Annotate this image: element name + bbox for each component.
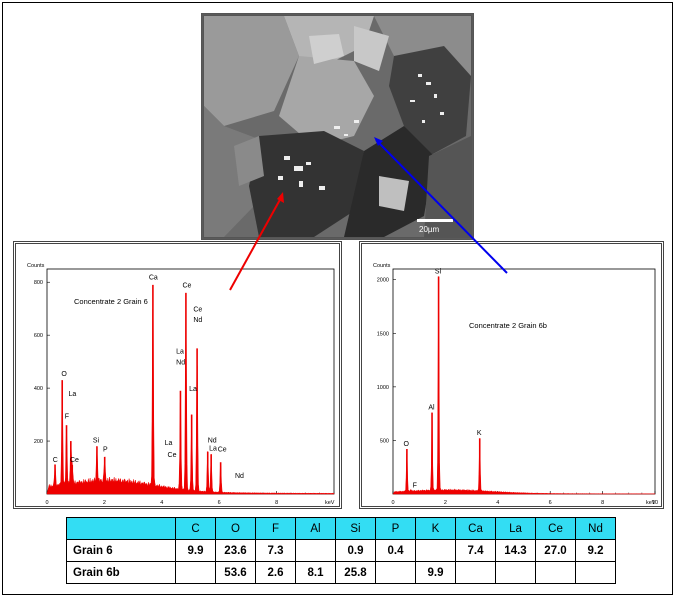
table-cell: 7.4 xyxy=(455,539,496,562)
y-tick-label: 800 xyxy=(34,280,43,286)
table-cell: 27.0 xyxy=(535,539,576,562)
x-tick-label: 2 xyxy=(444,500,447,506)
plot-area xyxy=(46,268,335,495)
row-label: Grain 6 xyxy=(66,539,176,562)
y-tick-label: 200 xyxy=(34,439,43,445)
y-tick-label: 1500 xyxy=(377,331,389,337)
table-cell: 9.2 xyxy=(575,539,616,562)
peak-label: Si xyxy=(93,437,100,444)
table-cell xyxy=(415,539,456,562)
spectrum-plot-grain6: Counts keV 200 400 600 800 0 2 4 6 8 C O La F Ce SiP Ca Ce… xyxy=(27,263,335,506)
peak-label: O xyxy=(61,371,67,378)
table-header-corner xyxy=(66,517,176,540)
peak-label: P xyxy=(103,447,108,454)
peak-label: La xyxy=(189,386,197,393)
x-tick-label: 4 xyxy=(160,500,163,506)
peak-label: Si xyxy=(435,268,442,275)
table-cell: 9.9 xyxy=(175,539,216,562)
peak-label: Nd xyxy=(193,317,202,324)
table-cell xyxy=(175,561,216,584)
table-cell: 7.3 xyxy=(255,539,296,562)
table-cell xyxy=(535,561,576,584)
peak-label: K xyxy=(477,430,482,437)
column-header-la: La xyxy=(495,517,536,540)
eds-spectrum-grain6: Counts keV 200 400 600 800 0 2 4 6 8 C O La F Ce Si P Ca Ce… xyxy=(13,241,342,509)
column-header-al: Al xyxy=(295,517,336,540)
scale-bar-label: 20µm xyxy=(419,225,440,234)
table-header-row: C O F Al Si P K Ca La Ce Nd xyxy=(66,517,616,540)
table-row: Grain 6 9.9 23.6 7.3 0.9 0.4 7.4 14.3 27.0 9.2 xyxy=(66,539,616,562)
peak-label: Nd xyxy=(235,473,244,480)
table-cell xyxy=(495,561,536,584)
y-tick-label: 2000 xyxy=(377,278,389,284)
x-tick-label: 10 xyxy=(652,500,658,506)
column-header-f: F xyxy=(255,517,296,540)
x-tick-label: 0 xyxy=(391,500,394,506)
spectrum-title: Concentrate 2 Grain 6b xyxy=(469,321,547,330)
row-label: Grain 6b xyxy=(66,561,176,584)
table-row: Grain 6b 53.6 2.6 8.1 25.8 9.9 xyxy=(66,561,616,584)
spectrum-plot-grain6b: Counts keV 500 1000 1500 2000 0 2 4 6 8 10 Si Al K O F Co… xyxy=(373,263,658,506)
peak-label: Ce xyxy=(182,283,191,290)
peak-label: F xyxy=(413,483,417,490)
peak-label: La xyxy=(209,445,217,452)
y-tick-label: 1000 xyxy=(377,385,389,391)
x-tick-label: 8 xyxy=(601,500,604,506)
peak-label: Ca xyxy=(149,275,158,282)
peak-label: Nd xyxy=(208,437,217,444)
x-axis-label: keV xyxy=(646,500,656,506)
peak-label: Al xyxy=(428,404,435,411)
table-cell: 0.9 xyxy=(335,539,376,562)
column-header-c: C xyxy=(175,517,216,540)
peak-label: Ce xyxy=(168,452,177,459)
table-cell: 53.6 xyxy=(215,561,256,584)
x-tick-label: 8 xyxy=(275,500,278,506)
column-header-k: K xyxy=(415,517,456,540)
peak-label: Ce xyxy=(218,447,227,454)
column-header-si: Si xyxy=(335,517,376,540)
table-cell: 2.6 xyxy=(255,561,296,584)
column-header-p: P xyxy=(375,517,416,540)
table-cell xyxy=(375,561,416,584)
peak-label: Ce xyxy=(193,306,202,313)
table-cell xyxy=(575,561,616,584)
peak-label: Nd xyxy=(176,359,185,366)
eds-spectrum-grain6b: Counts keV 500 1000 1500 2000 0 2 4 6 8 10 Si Al K O F Co… xyxy=(359,241,664,509)
table-cell xyxy=(295,539,336,562)
table-cell xyxy=(455,561,496,584)
y-tick-label: 400 xyxy=(34,386,43,392)
composition-table: C O F Al Si P K Ca La Ce Nd Grain 6 9.9 23.6 7.3 0.9 0.… xyxy=(66,517,616,584)
y-tick-label: 600 xyxy=(34,333,43,339)
x-axis-label: keV xyxy=(325,500,335,506)
peak-label: Ce xyxy=(70,457,79,464)
table-cell: 23.6 xyxy=(215,539,256,562)
table-cell: 8.1 xyxy=(295,561,336,584)
sem-micrograph: 20µm xyxy=(201,13,474,240)
peak-label: La xyxy=(176,349,184,356)
plot-area xyxy=(392,268,656,495)
x-tick-label: 4 xyxy=(496,500,499,506)
x-tick-label: 2 xyxy=(103,500,106,506)
x-tick-label: 6 xyxy=(549,500,552,506)
peak-label: La xyxy=(69,391,77,398)
column-header-o: O xyxy=(215,517,256,540)
column-header-ce: Ce xyxy=(535,517,576,540)
peak-label: O xyxy=(403,441,409,448)
table-cell: 9.9 xyxy=(415,561,456,584)
y-axis-label: Counts xyxy=(27,263,45,269)
column-header-nd: Nd xyxy=(575,517,616,540)
table-cell: 14.3 xyxy=(495,539,536,562)
x-tick-label: 0 xyxy=(45,500,48,506)
y-axis-label: Counts xyxy=(373,263,391,269)
peak-label: C xyxy=(53,457,58,464)
table-cell: 0.4 xyxy=(375,539,416,562)
x-tick-label: 6 xyxy=(218,500,221,506)
table-cell: 25.8 xyxy=(335,561,376,584)
column-header-ca: Ca xyxy=(455,517,496,540)
peak-label: F xyxy=(65,414,69,421)
y-tick-label: 500 xyxy=(380,438,389,444)
spectrum-title: Concentrate 2 Grain 6 xyxy=(74,297,148,306)
peak-label: La xyxy=(165,440,173,447)
